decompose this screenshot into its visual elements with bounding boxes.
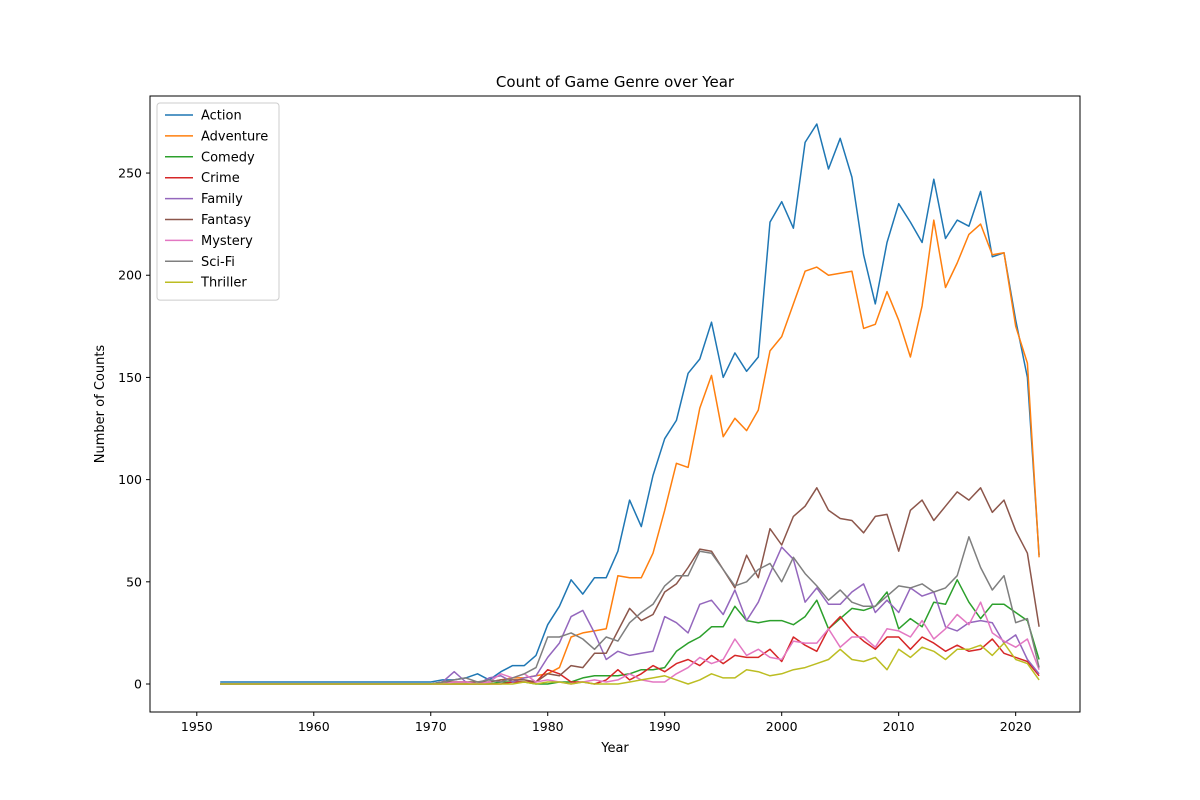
plot-lines bbox=[220, 123, 1040, 685]
y-tick-label: 0 bbox=[134, 677, 142, 692]
x-tick-label: 1960 bbox=[298, 719, 330, 734]
series-line-thriller bbox=[220, 642, 1040, 685]
legend-label-sci-fi: Sci-Fi bbox=[201, 255, 235, 270]
x-tick-label: 2000 bbox=[766, 719, 798, 734]
y-tick-label: 200 bbox=[118, 268, 142, 283]
x-tick-label: 1980 bbox=[532, 719, 564, 734]
x-axis-label: Year bbox=[600, 741, 629, 756]
x-tick-label: 2010 bbox=[883, 719, 915, 734]
legend-label-mystery: Mystery bbox=[201, 234, 253, 249]
legend-label-fantasy: Fantasy bbox=[201, 213, 251, 228]
x-tick-label: 2020 bbox=[1000, 719, 1032, 734]
y-tick-label: 150 bbox=[118, 370, 142, 385]
y-tick-label: 50 bbox=[126, 574, 142, 589]
series-line-action bbox=[220, 123, 1040, 683]
x-axis-ticks: 1950 1960 1970 1980 1990 2000 2010 2020 bbox=[181, 712, 1032, 734]
x-tick-label: 1970 bbox=[415, 719, 447, 734]
legend-label-thriller: Thriller bbox=[200, 276, 247, 291]
legend-label-adventure: Adventure bbox=[201, 129, 268, 144]
y-tick-label: 250 bbox=[118, 166, 142, 181]
legend-label-crime: Crime bbox=[201, 171, 240, 186]
chart-title: Count of Game Genre over Year bbox=[496, 73, 735, 91]
legend: Action Adventure Comedy Crime Family Fantasy M… bbox=[156, 102, 280, 301]
y-axis-label: Number of Counts bbox=[93, 345, 108, 464]
x-tick-label: 1990 bbox=[649, 719, 681, 734]
y-axis-ticks: 0 50 100 150 200 250 bbox=[118, 166, 150, 692]
x-tick-label: 1950 bbox=[181, 719, 213, 734]
legend-label-action: Action bbox=[201, 109, 242, 124]
legend-label-family: Family bbox=[201, 192, 243, 207]
axes-frame bbox=[149, 95, 1081, 713]
y-tick-label: 100 bbox=[118, 472, 142, 487]
legend-box bbox=[156, 102, 280, 301]
legend-label-comedy: Comedy bbox=[201, 150, 255, 165]
